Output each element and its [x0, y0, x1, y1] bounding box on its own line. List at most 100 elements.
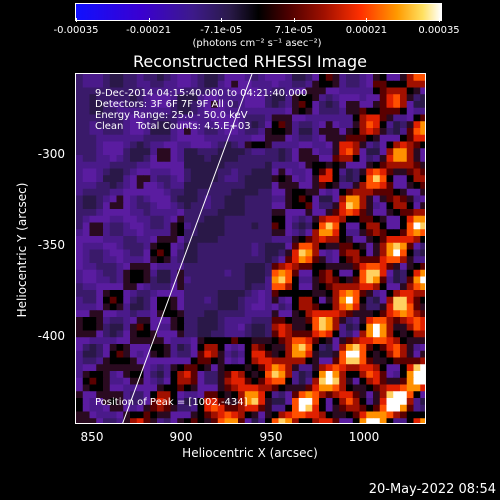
image-pixel: [332, 344, 340, 352]
image-pixel: [116, 263, 124, 271]
image-pixel: [116, 182, 124, 190]
image-pixel: [204, 155, 212, 163]
image-pixel: [150, 364, 158, 372]
image-pixel: [271, 350, 279, 358]
image-pixel: [231, 222, 239, 230]
image-pixel: [292, 87, 300, 95]
image-pixel: [224, 87, 232, 95]
image-pixel: [406, 330, 414, 338]
image-pixel: [143, 418, 151, 423]
image-pixel: [143, 256, 151, 264]
image-pixel: [312, 263, 320, 271]
image-pixel: [109, 161, 117, 169]
image-pixel: [352, 256, 360, 264]
image-pixel: [184, 310, 192, 318]
image-pixel: [292, 303, 300, 311]
image-pixel: [190, 107, 198, 115]
image-pixel: [177, 175, 185, 183]
image-pixel: [265, 94, 273, 102]
image-pixel: [386, 269, 394, 277]
image-pixel: [238, 215, 246, 223]
image-pixel: [136, 134, 144, 142]
image-pixel: [143, 404, 151, 412]
image-pixel: [244, 182, 252, 190]
image-pixel: [184, 364, 192, 372]
image-pixel: [305, 256, 313, 264]
image-pixel: [103, 330, 111, 338]
image-pixel: [238, 101, 246, 109]
colorbar: [75, 3, 442, 21]
image-pixel: [197, 175, 205, 183]
image-pixel: [325, 357, 333, 365]
image-pixel: [150, 377, 158, 385]
image-pixel: [177, 195, 185, 203]
image-pixel: [143, 276, 151, 284]
image-pixel: [211, 290, 219, 298]
image-pixel: [163, 323, 171, 331]
image-pixel: [143, 310, 151, 318]
image-pixel: [278, 269, 286, 277]
image-pixel: [82, 209, 90, 217]
image-pixel: [136, 350, 144, 358]
image-pixel: [359, 209, 367, 217]
image-pixel: [298, 215, 306, 223]
image-pixel: [82, 377, 90, 385]
image-pixel: [393, 377, 401, 385]
image-pixel: [184, 303, 192, 311]
image-pixel: [136, 229, 144, 237]
image-pixel: [373, 182, 381, 190]
image-pixel: [271, 222, 279, 230]
image-pixel: [420, 344, 425, 352]
image-pixel: [136, 74, 144, 82]
image-pixel: [190, 303, 198, 311]
image-pixel: [319, 134, 327, 142]
image-pixel: [211, 229, 219, 237]
image-pixel: [204, 404, 212, 412]
image-pixel: [332, 121, 340, 129]
image-pixel: [130, 418, 138, 423]
image-pixel: [346, 148, 354, 156]
image-pixel: [116, 398, 124, 406]
image-pixel: [96, 161, 104, 169]
image-pixel: [325, 310, 333, 318]
image-pixel: [292, 276, 300, 284]
image-pixel: [393, 188, 401, 196]
image-pixel: [130, 94, 138, 102]
image-pixel: [123, 195, 131, 203]
image-pixel: [109, 283, 117, 291]
image-pixel: [76, 364, 84, 372]
image-pixel: [150, 290, 158, 298]
image-pixel: [163, 107, 171, 115]
image-pixel: [325, 215, 333, 223]
image-pixel: [103, 391, 111, 399]
image-pixel: [96, 263, 104, 271]
image-pixel: [170, 236, 178, 244]
image-pixel: [332, 175, 340, 183]
image-pixel: [400, 357, 408, 365]
image-pixel: [217, 114, 225, 122]
image-pixel: [393, 161, 401, 169]
image-pixel: [163, 344, 171, 352]
image-pixel: [231, 357, 239, 365]
image-pixel: [184, 404, 192, 412]
image-pixel: [89, 202, 97, 210]
image-pixel: [359, 202, 367, 210]
image-pixel: [150, 384, 158, 392]
image-pixel: [298, 317, 306, 325]
image-pixel: [217, 310, 225, 318]
image-pixel: [292, 364, 300, 372]
image-pixel: [366, 209, 374, 217]
image-pixel: [352, 114, 360, 122]
image-pixel: [319, 357, 327, 365]
image-pixel: [238, 411, 246, 419]
image-pixel: [373, 94, 381, 102]
image-pixel: [278, 74, 286, 82]
image-pixel: [312, 377, 320, 385]
image-pixel: [157, 141, 165, 149]
image-pixel: [130, 74, 138, 82]
image-pixel: [244, 175, 252, 183]
image-pixel: [204, 182, 212, 190]
image-pixel: [76, 411, 84, 419]
image-pixel: [373, 384, 381, 392]
image-pixel: [190, 377, 198, 385]
